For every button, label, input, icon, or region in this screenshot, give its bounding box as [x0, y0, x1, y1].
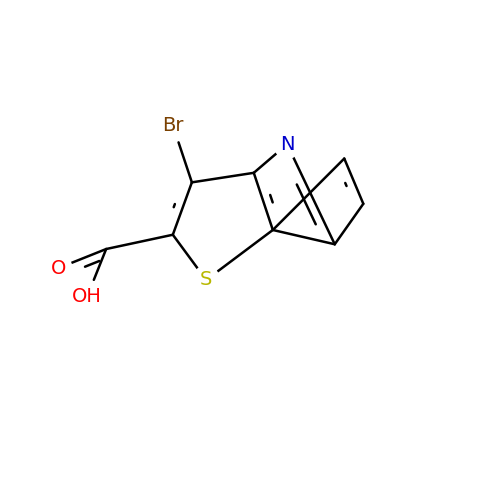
Ellipse shape	[274, 130, 300, 159]
Text: O: O	[51, 259, 66, 277]
Ellipse shape	[46, 254, 72, 282]
Text: Br: Br	[162, 116, 183, 135]
Ellipse shape	[155, 111, 191, 139]
Ellipse shape	[69, 282, 105, 311]
Text: S: S	[200, 271, 212, 289]
Ellipse shape	[193, 266, 219, 294]
Text: N: N	[280, 135, 295, 154]
Text: OH: OH	[72, 287, 102, 306]
